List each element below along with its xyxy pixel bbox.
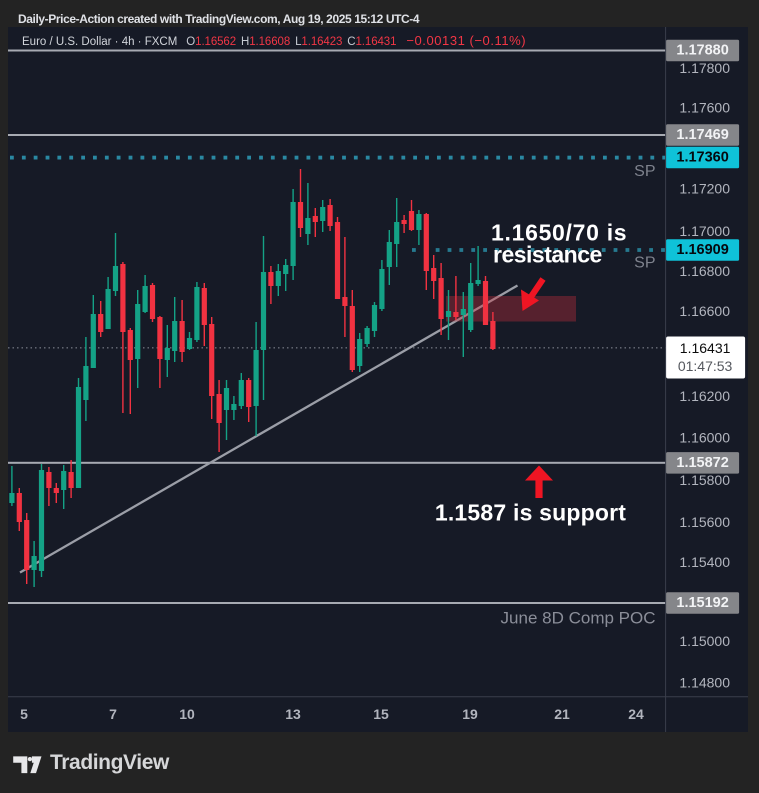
svg-text:1.15000: 1.15000: [679, 633, 730, 649]
svg-text:1.17600: 1.17600: [679, 100, 730, 116]
svg-text:21: 21: [554, 706, 570, 722]
svg-text:1.1650/70 is: 1.1650/70 is: [491, 220, 627, 246]
svg-text:15: 15: [373, 706, 389, 722]
svg-text:1.17880: 1.17880: [676, 43, 728, 59]
svg-text:1.15400: 1.15400: [679, 554, 730, 570]
svg-text:SP: SP: [634, 163, 655, 180]
svg-text:June 8D Comp POC: June 8D Comp POC: [501, 609, 656, 628]
svg-text:1.1587 is support: 1.1587 is support: [435, 500, 626, 526]
svg-text:1.16909: 1.16909: [676, 242, 728, 258]
svg-text:1.15872: 1.15872: [676, 455, 728, 471]
svg-text:1.17000: 1.17000: [679, 223, 730, 239]
svg-text:1.15192: 1.15192: [676, 595, 728, 611]
svg-text:1.16800: 1.16800: [679, 263, 730, 279]
svg-text:24: 24: [628, 706, 644, 722]
svg-text:1.17360: 1.17360: [676, 150, 728, 166]
svg-text:1.17469: 1.17469: [676, 127, 728, 143]
svg-text:1.14800: 1.14800: [679, 675, 730, 691]
svg-text:1.16000: 1.16000: [679, 430, 730, 446]
svg-text:10: 10: [179, 706, 195, 722]
svg-text:1.16431: 1.16431: [680, 340, 731, 356]
svg-text:01:47:53: 01:47:53: [678, 358, 733, 374]
svg-text:1.17800: 1.17800: [679, 60, 730, 76]
svg-text:1.15600: 1.15600: [679, 514, 730, 530]
svg-text:1.15800: 1.15800: [679, 472, 730, 488]
svg-text:1.16600: 1.16600: [679, 303, 730, 319]
svg-text:5: 5: [20, 706, 28, 722]
svg-text:resistance: resistance: [493, 242, 602, 268]
svg-text:13: 13: [285, 706, 301, 722]
svg-text:1.17200: 1.17200: [679, 181, 730, 197]
svg-text:1.16200: 1.16200: [679, 388, 730, 404]
svg-text:SP: SP: [634, 255, 655, 272]
svg-text:19: 19: [462, 706, 478, 722]
svg-text:7: 7: [109, 706, 117, 722]
